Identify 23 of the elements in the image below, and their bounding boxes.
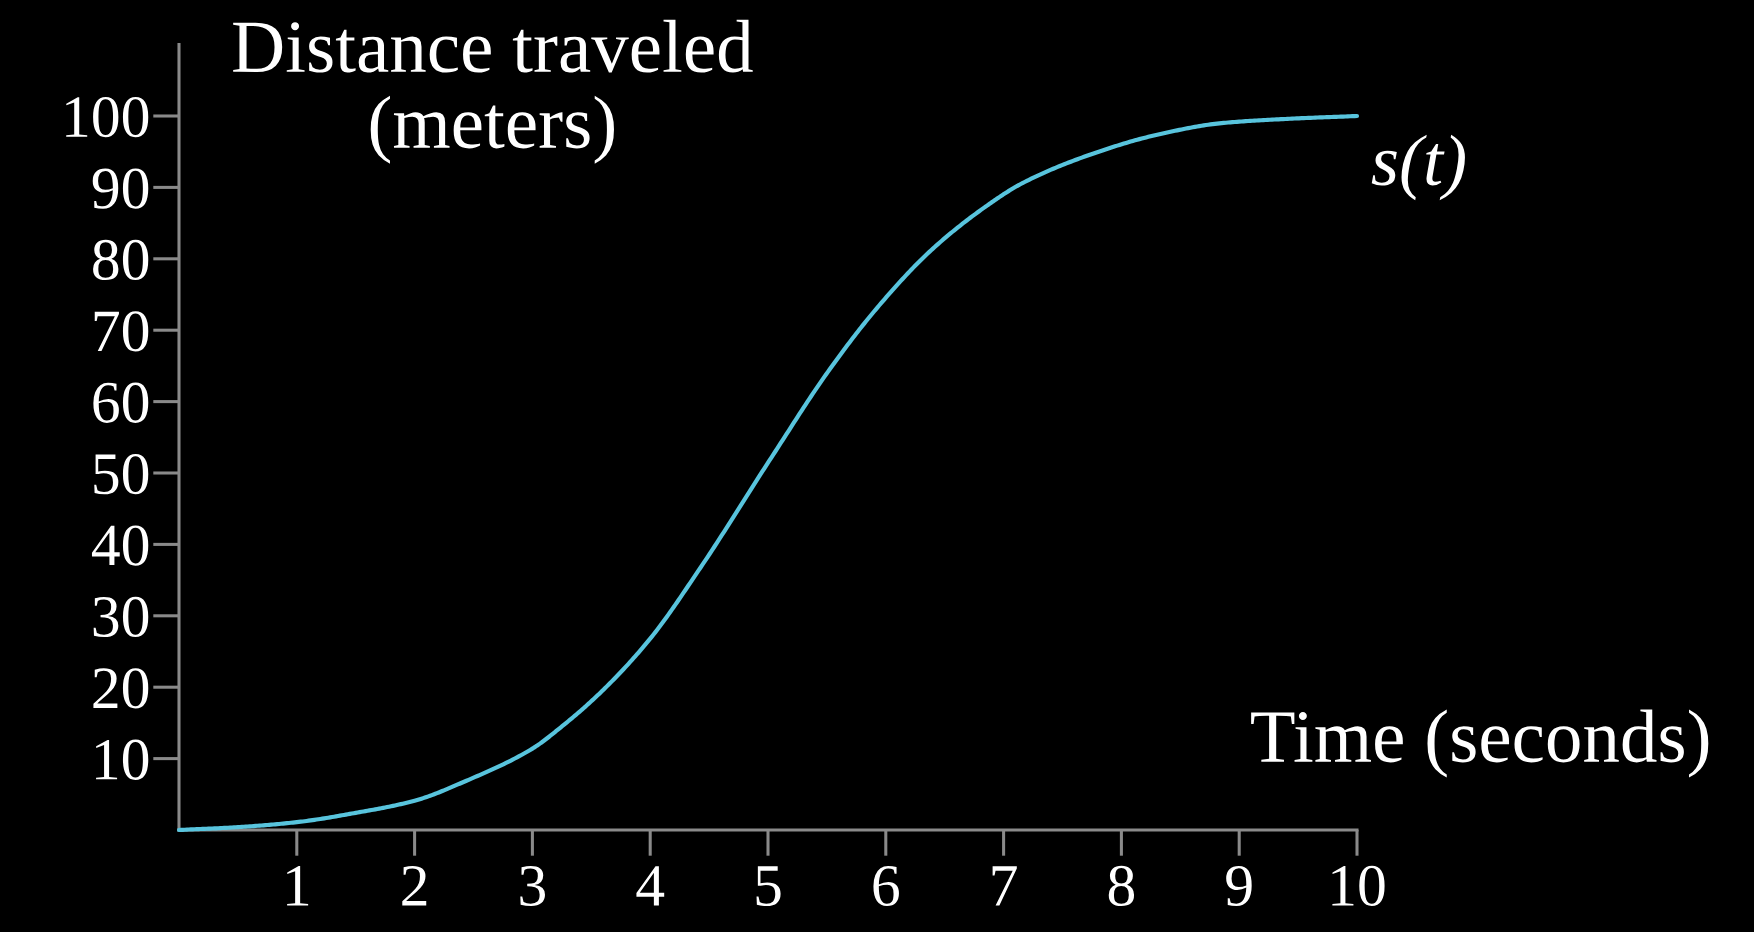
x-tick-label: 3	[520, 865, 545, 907]
y-tick-label: 70	[94, 311, 149, 352]
x-tick-label: 10	[1332, 865, 1385, 907]
y-tick-label: 20	[93, 668, 149, 709]
y-tick-label: 40	[91, 525, 149, 566]
x-tick-label: 9	[1226, 865, 1252, 907]
x-axis-title: Time (seconds)	[1251, 709, 1709, 778]
y-tick-label: 30	[93, 596, 149, 638]
x-tick-label: 5	[756, 866, 781, 907]
x-tick-label: 1	[287, 866, 309, 906]
y-tick-label: 80	[93, 239, 149, 281]
y-tick-label: 60	[93, 382, 149, 423]
x-tick-label: 7	[992, 866, 1017, 906]
y-tick-label: 100	[66, 97, 149, 138]
series-label: s(t)	[1371, 134, 1465, 201]
x-tick-label: 6	[873, 865, 899, 907]
x-tick-label: 8	[1108, 865, 1135, 907]
y-tick-label: 10	[96, 739, 149, 780]
y-tick-label: 90	[92, 168, 149, 209]
x-tick-label: 2	[402, 865, 427, 906]
y-axis-title: Distance traveled (meters)	[233, 19, 753, 164]
x-tick-label: 4	[636, 866, 665, 906]
y-tick-label: 50	[94, 454, 149, 495]
